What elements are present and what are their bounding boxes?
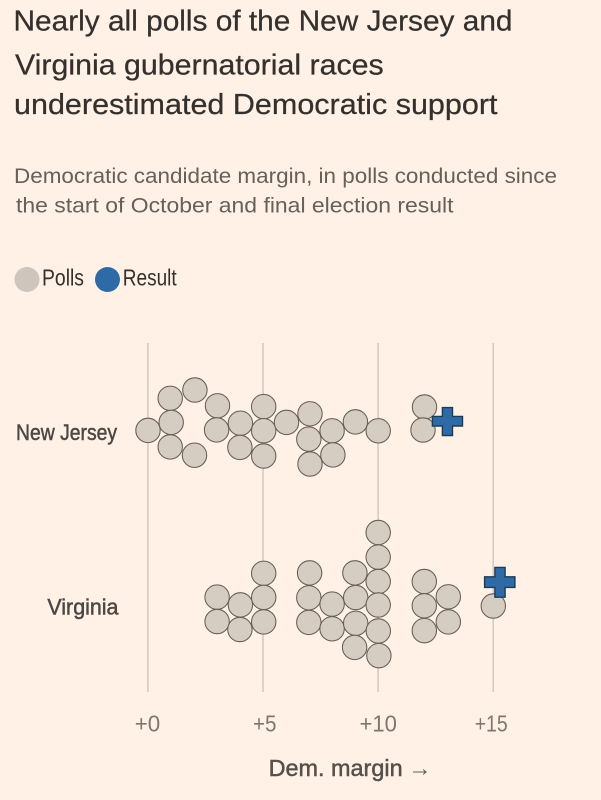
svg-text:Result: Result: [123, 265, 177, 291]
svg-text:underestimated Democratic supp: underestimated Democratic support: [14, 89, 498, 121]
svg-text:+5: +5: [253, 711, 277, 737]
svg-text:→: →: [408, 755, 432, 781]
svg-text:Nearly all polls of the New Je: Nearly all polls of the New Jersey and: [14, 6, 513, 38]
svg-text:Democratic candidate margin, i: Democratic candidate margin, in polls co…: [14, 165, 557, 188]
svg-text:New Jersey: New Jersey: [16, 420, 118, 445]
svg-text:Polls: Polls: [42, 265, 84, 291]
svg-text:Virginia: Virginia: [47, 594, 119, 619]
svg-text:the start of October and final: the start of October and final election …: [16, 194, 454, 217]
svg-text:Virginia gubernatorial races: Virginia gubernatorial races: [15, 49, 384, 81]
svg-text:+0: +0: [135, 711, 161, 737]
svg-text:+15: +15: [475, 711, 508, 737]
svg-text:+10: +10: [360, 711, 397, 737]
svg-text:Dem. margin: Dem. margin: [269, 755, 403, 781]
